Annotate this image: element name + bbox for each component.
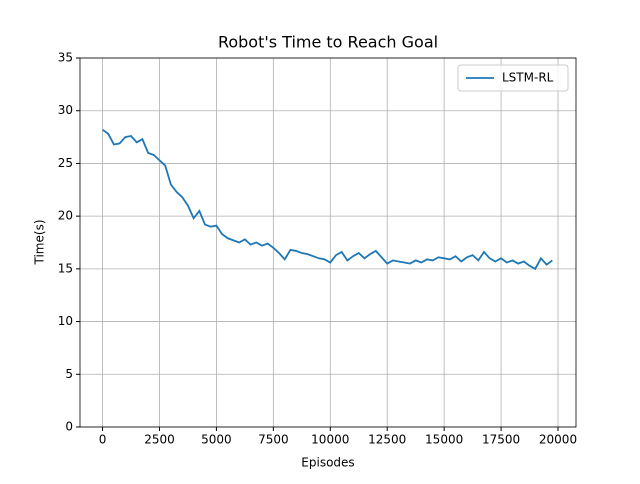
y-tick-label: 10 [58, 314, 73, 328]
x-tick-label: 7500 [258, 433, 289, 447]
x-tick-label: 20000 [539, 433, 577, 447]
x-tick-label: 5000 [201, 433, 232, 447]
plot-frame [79, 57, 577, 428]
legend-label: LSTM-RL [502, 71, 554, 85]
x-tick-label: 2500 [144, 433, 175, 447]
y-tick-label: 30 [58, 103, 73, 117]
y-tick-label: 35 [58, 51, 73, 65]
x-tick-label: 15000 [425, 433, 463, 447]
x-axis-label: Episodes [301, 456, 354, 470]
legend-box [457, 64, 569, 92]
x-tick-label: 17500 [482, 433, 520, 447]
y-tick-label: 20 [58, 209, 73, 223]
y-tick-label: 5 [65, 367, 73, 381]
y-tick-label: 15 [58, 261, 73, 275]
x-tick-label: 10000 [311, 433, 349, 447]
x-tick-label: 0 [99, 433, 107, 447]
data-line [102, 128, 553, 271]
y-tick-label: 25 [58, 156, 73, 170]
chart-title: Robot's Time to Reach Goal [218, 33, 438, 52]
y-tick-label: 0 [65, 420, 73, 434]
x-tick-label: 12500 [368, 433, 406, 447]
y-axis-label: Time(s) [33, 220, 47, 266]
